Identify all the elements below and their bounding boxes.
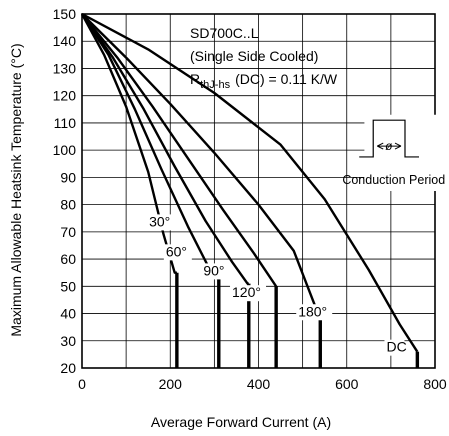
- y-tick-label: 110: [54, 115, 77, 131]
- series-label-bg: [163, 244, 192, 261]
- conduction-inset: ø Conduction Period: [342, 114, 449, 191]
- y-tick-label: 140: [53, 33, 77, 49]
- series-line: [81, 13, 278, 287]
- series-label-bg: [384, 339, 405, 356]
- x-tick-label: 800: [423, 376, 447, 392]
- series-group: 30° 60° 90° 120° 180° DC: [80, 12, 420, 368]
- y-tick-label: 150: [53, 6, 77, 22]
- device-label: SD700C..L: [190, 25, 259, 41]
- conduction-period-label: Conduction Period: [342, 173, 445, 187]
- series-label: DC: [386, 339, 406, 355]
- x-tick-label: 600: [335, 376, 359, 392]
- y-tick-label: 100: [53, 142, 77, 158]
- rth-prefix: R: [190, 71, 200, 87]
- series-label-bg: [296, 304, 333, 321]
- inset-background: [364, 114, 449, 191]
- y-tick-label: 60: [60, 251, 76, 267]
- series-label: 120°: [232, 284, 261, 300]
- series-label: 60°: [166, 243, 187, 259]
- thermal-resistance-label: RthJ-hs (DC) = 0.11 K/W: [190, 71, 338, 91]
- x-tick-label: 200: [159, 376, 183, 392]
- series-label: 30°: [149, 213, 170, 229]
- y-tick-label: 50: [60, 278, 76, 294]
- y-tick-label: 20: [60, 360, 76, 376]
- y-tick-label: 90: [60, 169, 76, 185]
- series-line: [80, 13, 177, 274]
- series-line: [81, 13, 322, 320]
- rth-subscript: thJ-hs: [200, 79, 230, 91]
- y-axis-label: Maximum Allowable Heatsink Temperature (…: [8, 43, 24, 336]
- series-label-bg: [147, 214, 176, 231]
- y-tick-label: 30: [60, 333, 76, 349]
- series-label: 90°: [203, 262, 224, 278]
- conduction-pulse-icon: [359, 119, 419, 158]
- y-tick-label: 80: [60, 197, 76, 213]
- rth-suffix: (DC) = 0.11 K/W: [235, 71, 338, 87]
- y-tick-label: 120: [53, 88, 77, 104]
- x-axis-label: Average Forward Current (A): [151, 414, 331, 430]
- x-tick-label: 0: [78, 376, 86, 392]
- series-line: [81, 13, 249, 285]
- cooling-label: (Single Side Cooled): [190, 48, 318, 64]
- conduction-arrow-icon: [377, 142, 402, 150]
- phi-symbol: ø: [385, 139, 393, 153]
- series-label-bg: [230, 285, 267, 302]
- tick-labels: 20 30 40 50 60 70 80 90 100 110 120 130 140 150 0 200 40…: [53, 6, 447, 392]
- series-line: [81, 12, 419, 353]
- y-tick-label: 130: [53, 60, 77, 76]
- x-tick-label: 400: [247, 376, 271, 392]
- series-label-bg: [201, 263, 230, 280]
- y-tick-label: 40: [60, 306, 76, 322]
- series-label: 180°: [298, 303, 327, 319]
- y-tick-label: 70: [60, 224, 76, 240]
